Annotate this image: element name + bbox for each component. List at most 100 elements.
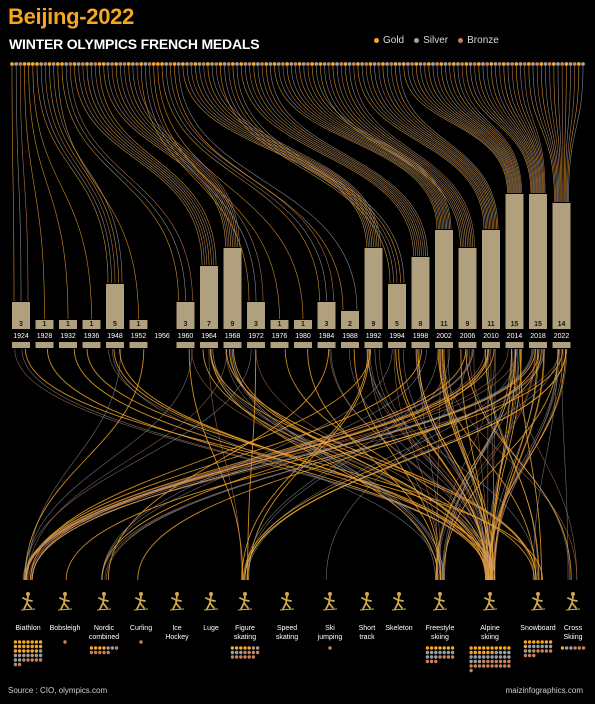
sport-medal-dot	[38, 658, 43, 662]
sport-medal-dot	[243, 650, 247, 655]
sport-snowboard: Snowboard	[520, 592, 556, 658]
sport-medal-dot	[429, 659, 434, 664]
medal-dot	[72, 62, 77, 66]
upper-flow-line	[136, 65, 240, 248]
upper-flow-line	[315, 65, 452, 230]
sport-medal-dot	[93, 646, 98, 650]
figure-skating-icon	[237, 592, 253, 611]
sport-medal-dot	[26, 644, 30, 649]
year-tick-label: 1976	[272, 333, 288, 340]
upper-flow-line	[553, 65, 562, 203]
medal-dot	[339, 62, 344, 66]
sport-medal-dot	[434, 646, 438, 650]
lower-flow-line	[415, 348, 490, 581]
sport-medal-dot	[527, 649, 532, 653]
medal-dot	[389, 62, 394, 66]
upper-flow-line	[457, 65, 521, 194]
sport-medal-dot	[328, 646, 332, 650]
medal-dot	[368, 62, 373, 66]
medal-dot	[80, 62, 85, 66]
lower-flow-line	[488, 348, 559, 581]
upper-flow-line	[174, 65, 344, 311]
lower-flow-line	[65, 348, 564, 581]
lower-flow-line	[443, 348, 512, 581]
sport-medal-dot	[442, 655, 446, 659]
upper-flow-line	[36, 65, 109, 284]
medal-dot	[176, 62, 181, 66]
source-note: Source : CIO, olympics.com	[8, 686, 108, 695]
sport-label: Skeleton	[385, 625, 412, 632]
sport-medal-dot	[477, 650, 482, 655]
sport-label: Freestyle	[426, 625, 455, 632]
medal-dot	[205, 62, 210, 66]
sport-medal-dot	[425, 646, 430, 650]
bar-footer	[223, 342, 242, 348]
sport-medal-dot	[523, 653, 528, 658]
medal-dot	[264, 62, 269, 66]
sport-medal-dot	[106, 646, 110, 650]
sport-medal-dot	[507, 659, 511, 664]
upper-flow-line	[557, 65, 563, 203]
sport-medal-dot	[498, 650, 503, 655]
medal-dot	[422, 62, 427, 66]
speed-skating-icon	[279, 592, 295, 611]
upper-flow-line	[320, 65, 461, 248]
upper-flow-line	[178, 65, 358, 311]
medal-dot	[101, 62, 106, 66]
upper-flow-line	[132, 65, 239, 248]
sport-freestyle-skiing: Freestyle skiing	[425, 592, 455, 664]
sport-medal-dot	[114, 646, 119, 650]
sport-speed-skating: Speed skating	[276, 592, 298, 641]
sport-medal-dot	[13, 653, 18, 658]
lower-flow-line	[244, 348, 567, 581]
year-tick-label: 1928	[37, 333, 53, 340]
medal-dot	[472, 62, 477, 66]
sport-medal-dot	[230, 646, 235, 650]
sport-medal-dot	[230, 655, 235, 659]
medal-dot	[185, 62, 189, 66]
sport-medal-dot	[494, 664, 498, 668]
medal-dot	[393, 62, 398, 66]
medal-dot	[268, 62, 273, 66]
sport-medal-dot	[38, 644, 43, 649]
lower-flow-line	[137, 348, 540, 581]
sport-medal-dot	[477, 664, 482, 668]
bar	[270, 320, 289, 329]
bar	[482, 230, 500, 329]
sport-medal-dot	[490, 655, 494, 659]
medal-dot	[531, 62, 535, 66]
upper-flow-line	[124, 65, 235, 248]
upper-flow-line	[399, 65, 499, 230]
medal-dot	[501, 62, 506, 66]
sport-label: skating	[276, 634, 298, 641]
sport-medal-dot	[434, 655, 438, 659]
upper-flow-line	[503, 65, 541, 194]
sport-curling: Curling	[130, 592, 152, 644]
medal-dot	[235, 62, 239, 66]
lower-flow-line	[307, 348, 442, 581]
medal-dot	[443, 62, 448, 66]
upper-flow-line	[357, 65, 485, 230]
lower-flow-line	[325, 348, 468, 581]
medal-dot	[114, 62, 119, 66]
upper-flow-line	[466, 65, 532, 194]
sport-medal-dot	[102, 650, 106, 655]
lower-flow-line	[284, 348, 492, 581]
medal-dot	[76, 62, 81, 66]
sport-label: skating	[234, 634, 256, 641]
sport-medal-dot	[548, 644, 553, 649]
medal-dot	[281, 62, 285, 66]
upper-flow-line	[340, 65, 470, 248]
upper-flow-line	[349, 65, 474, 248]
sport-nordic-combined: Nordic combined	[89, 592, 119, 655]
sport-medal-dot	[473, 655, 477, 659]
upper-flow-line	[424, 65, 513, 194]
sport-medal-dot	[482, 650, 486, 655]
sport-bobsleigh: Bobsleigh	[50, 592, 80, 644]
sport-label: Skiing	[563, 634, 582, 641]
sports-group: Biathlon Bobsleigh Nordic combined Curling Ic…	[13, 592, 586, 673]
lower-flow-line	[25, 348, 495, 581]
sport-medal-dot	[536, 644, 540, 649]
bar	[247, 302, 265, 329]
medal-dot	[260, 62, 264, 66]
